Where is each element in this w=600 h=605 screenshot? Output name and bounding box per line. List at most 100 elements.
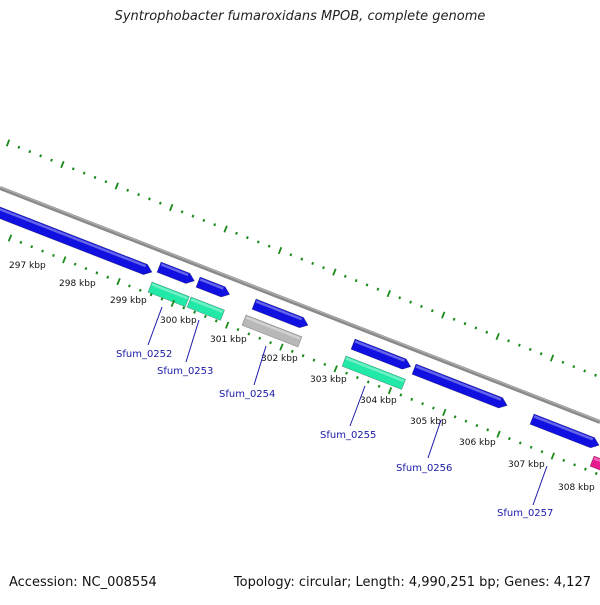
inner-ring-tick [464,419,468,423]
outer-ring-tick [180,210,184,214]
inner-ring-tick [224,321,230,329]
outer-ring-tick [485,330,489,334]
inner-ring-tick [421,402,424,406]
tick-labels: 297 kbp 298 kbp 299 kbp 300 kbp 301 kbp 302 k… [9,261,595,493]
inner-ring-tick [301,354,305,358]
outer-ring-tick [213,223,217,227]
inner-scale-ring [7,234,598,476]
tick-label: 306 kbp [459,438,496,448]
tick-label: 304 kbp [360,396,397,406]
inner-ring-tick [573,463,576,467]
outer-ring-tick [235,231,238,235]
inner-ring-tick [193,310,196,314]
gene-leader-line [185,319,200,363]
gene-magenta-1 [589,455,600,474]
outer-ring-tick [202,218,206,222]
outer-ring-tick [452,317,456,321]
inner-ring-tick [258,336,262,340]
gene-forward-6 [411,363,508,409]
outer-ring-tick [256,240,260,244]
outer-ring-tick [322,266,325,270]
gene-label: Sfum_0257 [497,508,553,519]
outer-ring-tick [50,158,53,162]
inner-ring-tick [7,234,13,242]
outer-ring-tick [332,268,337,276]
inner-ring-tick [19,240,23,244]
gene-forward-2 [156,261,195,284]
inner-ring-tick [496,430,501,438]
gene-leader-line [147,306,163,346]
outer-ring-tick [517,343,521,347]
outer-ring-tick [158,201,162,205]
tick-label: 308 kbp [558,483,595,493]
outer-ring-tick [561,360,565,364]
outer-ring-tick [289,253,293,257]
inner-ring-tick [204,314,207,319]
gene-forward-5 [350,338,412,370]
inner-ring-tick [236,328,240,332]
outer-ring-tick [409,300,412,304]
inner-ring-tick [333,365,338,373]
outer-ring-tick [39,154,43,158]
inner-ring-tick [160,297,164,301]
gene-rna-1 [147,281,190,308]
outer-ring-tick [114,182,119,190]
gene-forward-1 [0,202,153,275]
genome-backbone [0,186,600,424]
outer-ring-tick [169,203,174,212]
inner-ring-tick [529,445,533,449]
inner-ring-tick [508,437,511,441]
inner-ring-tick [410,397,414,401]
outer-ring-tick [386,289,391,298]
accession-text: Accession: NC_008554 [9,575,157,590]
inner-ring-tick [30,245,34,249]
inner-ring-tick [453,415,457,419]
outer-ring-tick [126,188,130,192]
outer-ring-tick [441,311,446,319]
gene-features [0,202,600,474]
outer-ring-tick [104,180,108,184]
inner-ring-tick [594,471,598,476]
tick-label: 299 kbp [110,296,147,306]
outer-ring-tick [267,244,271,248]
tick-label: 300 kbp [160,316,197,326]
outer-ring-tick [594,373,597,377]
gene-leader-line [532,465,548,506]
gene-leader-line [427,419,442,459]
tick-label: 298 kbp [59,279,96,289]
outer-ring-tick [223,225,228,233]
inner-ring-tick [84,266,88,271]
inner-ring-tick [345,371,348,375]
inner-ring-tick [550,452,555,460]
inner-ring-tick [356,375,359,380]
inner-ring-tick [290,349,294,353]
inner-ring-tick [62,256,67,264]
outer-ring-tick [300,257,304,261]
gene-rna-2 [186,296,225,321]
gene-forward-3 [195,276,231,298]
inner-ring-tick [279,343,284,351]
genome-summary-text: Topology: circular; Length: 4,990,251 bp… [233,575,591,590]
inner-ring-tick [583,467,587,471]
tick-label: 307 kbp [508,460,545,470]
outer-ring-tick [245,236,249,240]
tick-label: 303 kbp [310,375,347,385]
inner-ring-tick [170,299,175,308]
outer-ring-tick [277,246,283,255]
inner-ring-tick [41,249,44,253]
inner-ring-tick [182,306,186,310]
inner-ring-tick [475,423,479,428]
gene-label: Sfum_0255 [320,430,376,441]
gene-forward-7 [529,413,600,449]
outer-ring-tick [583,369,587,373]
inner-ring-tick [442,408,447,417]
inner-ring-tick [138,288,142,292]
inner-ring-tick [399,393,403,397]
outer-ring-tick [430,309,434,313]
outer-ring-tick [82,171,86,175]
outer-ring-tick [539,352,543,356]
tick-label: 302 kbp [261,354,298,364]
outer-ring-tick [474,326,478,330]
